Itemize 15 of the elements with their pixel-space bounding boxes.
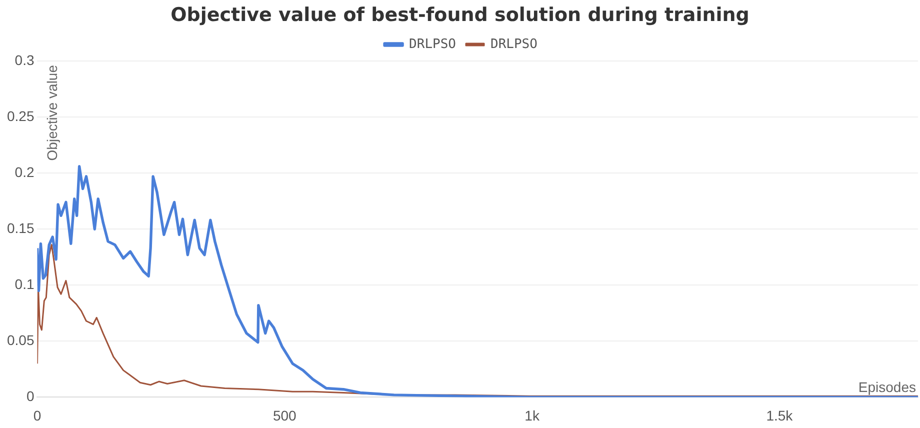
- y-tick-label: 0.05: [7, 332, 34, 348]
- y-tick-label: 0.3: [14, 52, 34, 68]
- y-tick-label: 0.2: [14, 164, 34, 180]
- y-tick-label: 0.25: [7, 108, 34, 124]
- chart-title: Objective value of best-found solution during training: [170, 3, 750, 28]
- x-tick-label: 1k: [524, 407, 540, 424]
- y-tick-label: 0.1: [14, 276, 34, 292]
- x-axis-title: Episodes: [858, 379, 916, 396]
- y-tick-label: 0: [26, 388, 34, 404]
- y-tick-label: 0.15: [7, 220, 34, 236]
- legend-label: DRLPSO: [409, 36, 456, 52]
- legend-label: DRLPSO: [490, 36, 538, 52]
- x-tick-label: 500: [272, 407, 297, 424]
- x-tick-label: 1.5k: [766, 407, 794, 424]
- y-axis-title: Objective value: [44, 64, 60, 161]
